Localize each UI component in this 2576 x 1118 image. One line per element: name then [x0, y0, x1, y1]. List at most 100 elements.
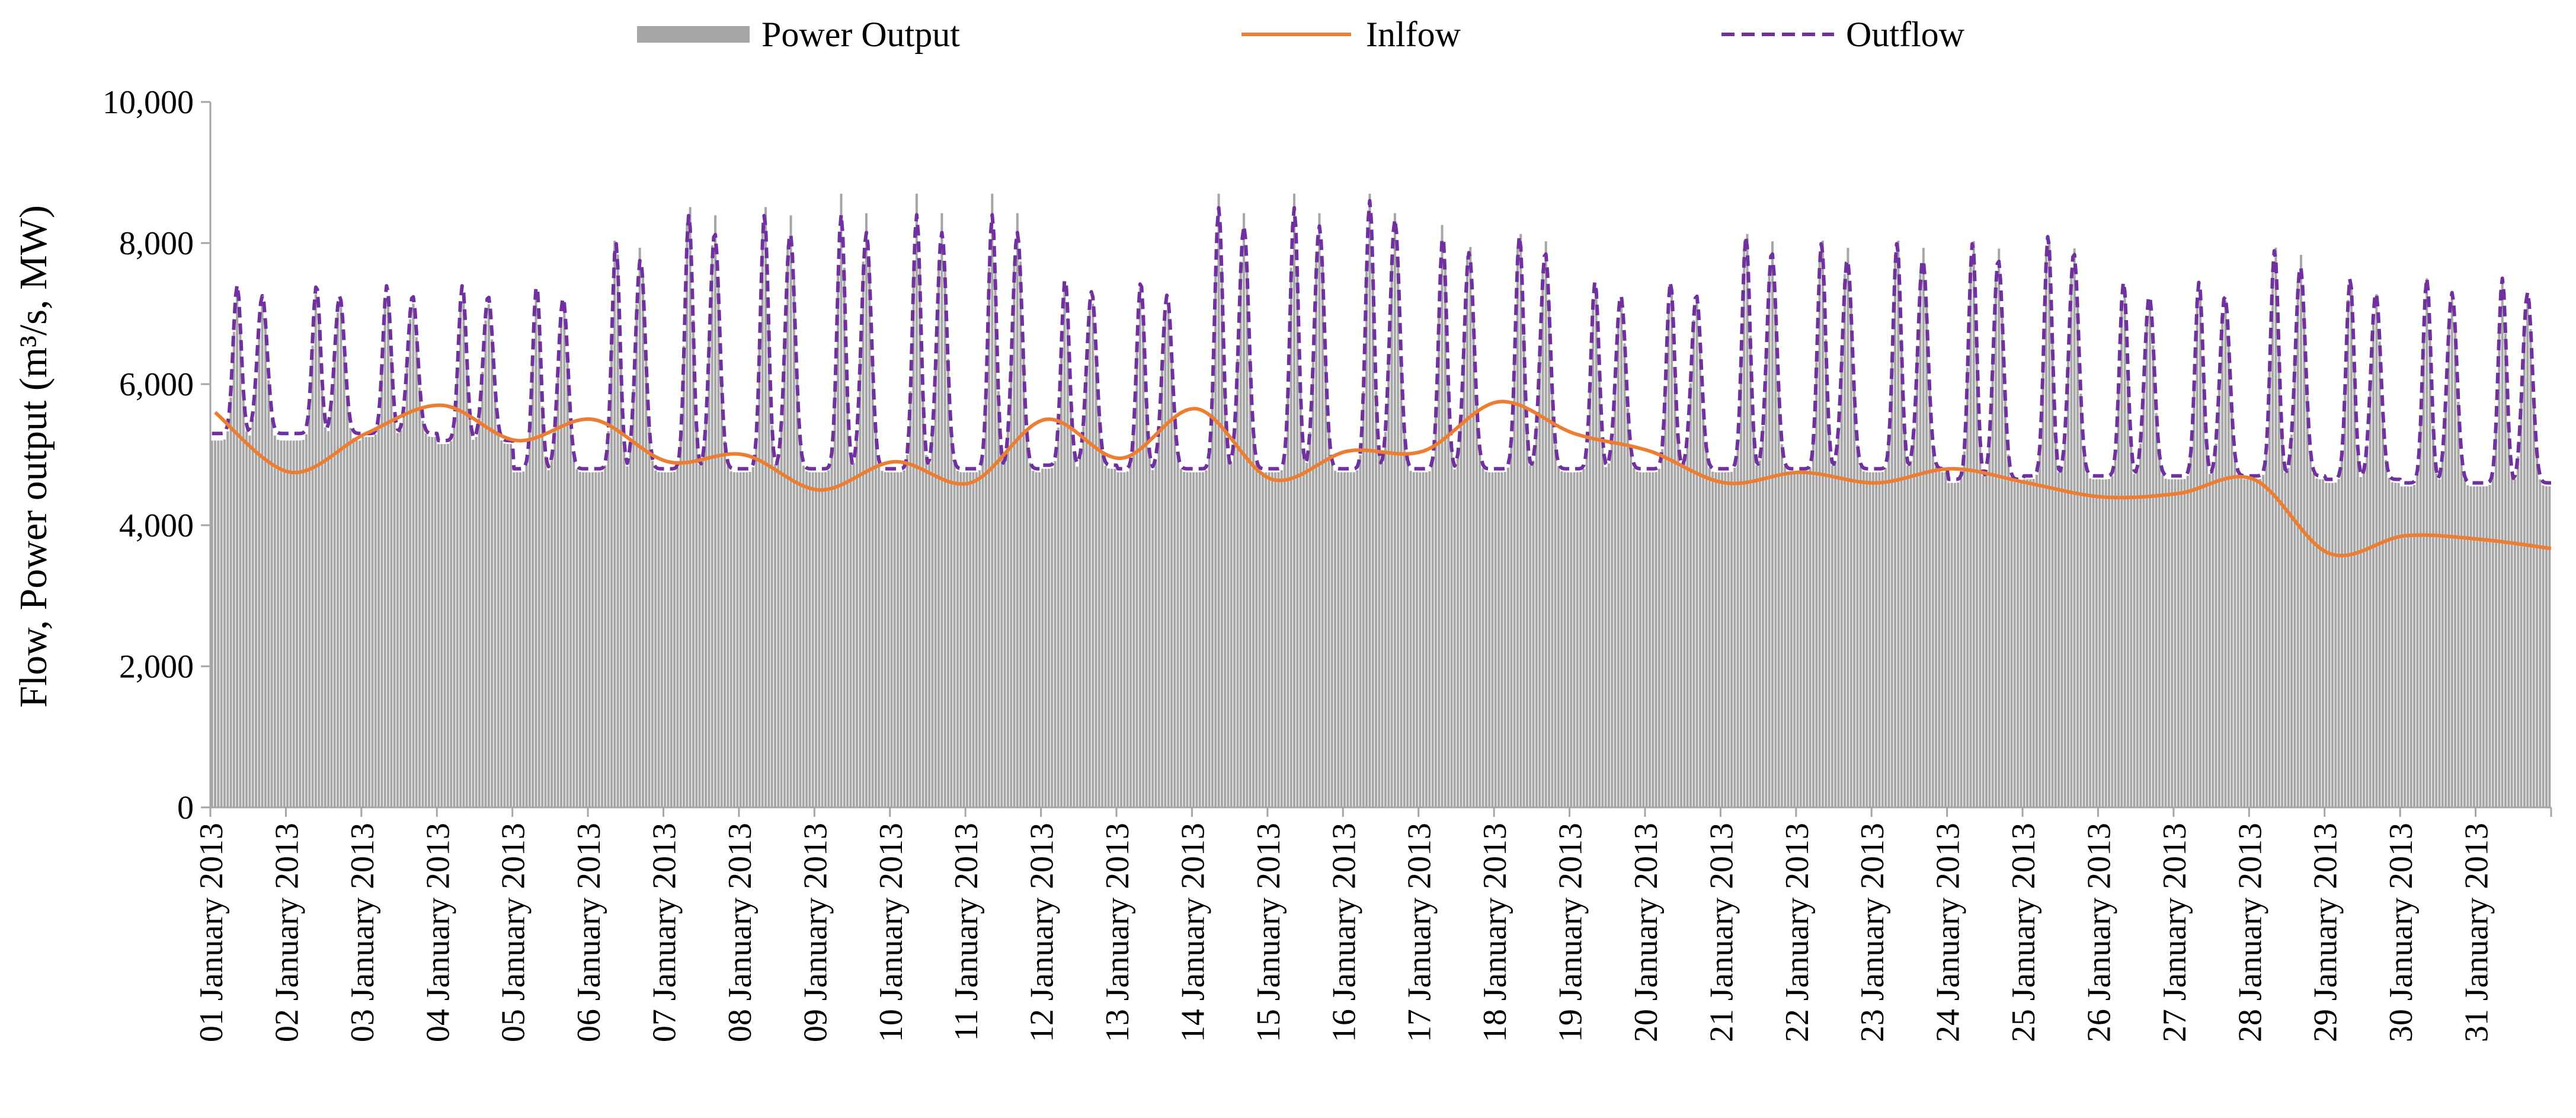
power-output-bar [232, 331, 235, 807]
power-output-bar [604, 465, 607, 807]
power-output-bar [2010, 477, 2013, 807]
power-output-bar [2328, 483, 2331, 807]
power-output-bar [2023, 479, 2025, 807]
power-output-bar [437, 444, 440, 807]
power-output-bar [742, 472, 745, 807]
power-output-bar [431, 437, 434, 807]
power-output-bar [1935, 466, 1938, 807]
x-tick-label: 31 January 2013 [2459, 823, 2495, 1042]
power-output-bar [1349, 472, 1352, 807]
power-output-bar [619, 362, 622, 807]
power-output-bar [739, 472, 742, 807]
power-output-bar [745, 472, 748, 807]
power-output-bar [1642, 472, 1645, 807]
power-output-bar [965, 472, 968, 807]
power-output-bar [1230, 462, 1233, 807]
power-output-bar [1365, 267, 1368, 807]
power-output-bar [2082, 451, 2085, 807]
power-output-bar [626, 466, 629, 807]
power-output-bar [2334, 483, 2337, 807]
power-output-bar [494, 392, 497, 807]
power-output-bar [396, 433, 399, 807]
power-output-bar [2548, 486, 2551, 807]
power-output-bar [311, 345, 314, 807]
power-output-bar [2013, 482, 2016, 807]
power-output-bar [1522, 336, 1525, 807]
power-output-bar [2444, 401, 2447, 807]
power-output-bar [2268, 369, 2271, 807]
power-output-bar [770, 425, 773, 807]
x-tick-label: 11 January 2013 [948, 823, 985, 1041]
power-output-bar [2098, 479, 2101, 807]
x-tick-label: 20 January 2013 [1628, 823, 1665, 1042]
power-output-bar [1617, 320, 1620, 807]
power-output-bar [773, 464, 776, 807]
power-output-bar [972, 472, 975, 807]
power-output-bar [359, 440, 361, 807]
power-output-bar [1953, 483, 1956, 807]
power-output-bar [481, 372, 484, 807]
power-output-bar [2255, 479, 2258, 807]
power-output-bar [1296, 267, 1299, 807]
power-output-bar [2026, 479, 2029, 807]
power-output-bar [1831, 465, 1833, 807]
power-output-bar [2536, 456, 2539, 807]
power-output-bar [1645, 472, 1648, 807]
power-output-bar [1894, 254, 1897, 807]
power-output-bar [975, 472, 978, 807]
power-output-bar [2190, 455, 2193, 807]
power-output-bar [1834, 461, 1837, 807]
power-output-bar [1768, 268, 1771, 807]
power-output-bar [1828, 431, 1831, 807]
power-output-bar [1311, 359, 1314, 807]
power-output-bar [2407, 486, 2409, 807]
power-output-bar [2277, 346, 2280, 807]
power-output-bar [415, 337, 418, 807]
power-output-bar [1460, 414, 1463, 807]
power-output-bar [321, 386, 324, 807]
power-output-bar [585, 472, 588, 807]
legend: Power Output Inlfow Outflow [637, 15, 1965, 54]
power-output-bar [1249, 359, 1252, 807]
power-output-bar [1671, 294, 1673, 808]
power-output-bar [1806, 472, 1809, 807]
power-output-bar [777, 459, 780, 807]
power-output-bar [641, 274, 645, 808]
power-output-bar [1126, 471, 1129, 807]
x-tick-label: 12 January 2013 [1024, 823, 1061, 1042]
power-output-bar [377, 419, 380, 807]
power-output-bar [2391, 482, 2393, 807]
power-output-bar [2095, 479, 2098, 807]
power-output-bar [871, 359, 874, 807]
power-output-bar [1705, 451, 1708, 807]
power-output-bar [2315, 478, 2318, 807]
power-output-bar [814, 472, 818, 807]
power-output-bar [1387, 359, 1390, 807]
power-output-bar [1780, 444, 1783, 807]
power-output-bar [1535, 426, 1538, 807]
power-output-bar [1268, 472, 1271, 807]
power-output-bar [497, 427, 500, 807]
power-output-bar [578, 472, 581, 807]
power-output-bar [277, 439, 280, 807]
power-output-bar [751, 467, 754, 807]
power-output-bar [1601, 440, 1604, 807]
power-output-bar [2183, 479, 2186, 807]
power-output-bar [654, 470, 657, 807]
x-tick-label: 30 January 2013 [2383, 823, 2420, 1042]
power-output-bar [931, 432, 934, 807]
power-output-bar [796, 376, 799, 807]
x-tick-label: 28 January 2013 [2232, 823, 2268, 1042]
power-output-bar [893, 472, 896, 807]
power-output-bar [2174, 479, 2177, 807]
power-output-bar [2142, 386, 2145, 807]
power-output-bar [1931, 445, 1934, 807]
power-output-bar [2318, 479, 2321, 807]
power-output-bar [553, 430, 556, 807]
power-output-bar [946, 359, 950, 807]
power-output-bar [1220, 267, 1223, 807]
x-tick-label: 04 January 2013 [420, 823, 456, 1042]
power-output-bar [2186, 475, 2189, 807]
power-output-bar [679, 437, 682, 807]
power-output-bar [1255, 462, 1258, 807]
